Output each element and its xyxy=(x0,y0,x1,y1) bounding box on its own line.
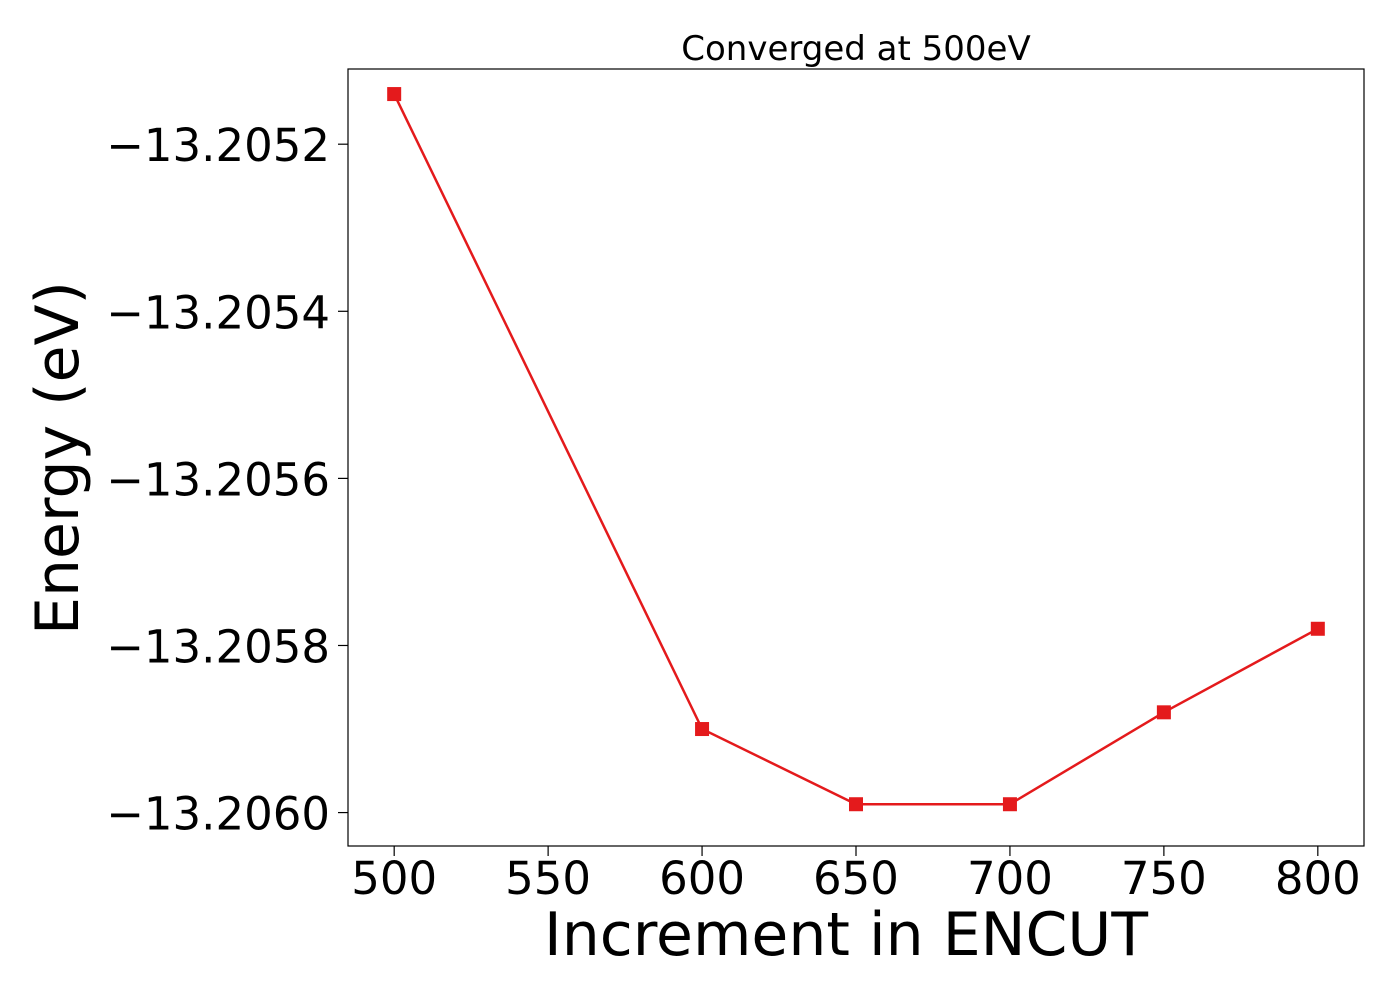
x-tick-label: 650 xyxy=(813,852,899,905)
plot-area xyxy=(347,68,1365,847)
x-axis-label: Increment in ENCUT xyxy=(544,900,1148,970)
series-line xyxy=(393,93,1319,806)
x-tick-label: 750 xyxy=(1121,852,1207,905)
y-tick-label: −13.2058 xyxy=(106,620,330,673)
data-point-marker xyxy=(1002,797,1017,812)
y-tick-label: −13.2052 xyxy=(106,119,330,172)
data-point-marker xyxy=(387,87,402,102)
x-tick-label: 700 xyxy=(967,852,1053,905)
data-point-marker xyxy=(1310,621,1325,636)
y-tick-label: −13.2060 xyxy=(106,788,330,841)
x-tick-label: 600 xyxy=(659,852,745,905)
data-point-marker xyxy=(695,722,710,737)
chart-title: Converged at 500eV xyxy=(681,29,1030,69)
y-axis-ticks: −13.2052 −13.2054 −13.2056 −13.2058 −13.2060 xyxy=(106,119,348,841)
data-point-marker xyxy=(1156,705,1171,720)
x-axis-ticks: 500 550 600 650 700 750 800 xyxy=(351,846,1361,905)
y-axis-label: Energy (eV) xyxy=(23,281,93,635)
x-tick-label: 800 xyxy=(1275,852,1361,905)
y-tick-label: −13.2056 xyxy=(106,453,330,506)
data-point-marker xyxy=(849,797,863,812)
x-tick-label: 550 xyxy=(505,852,591,905)
x-tick-label: 500 xyxy=(351,852,437,905)
y-tick-label: −13.2054 xyxy=(106,286,330,339)
series-group xyxy=(387,87,1325,812)
